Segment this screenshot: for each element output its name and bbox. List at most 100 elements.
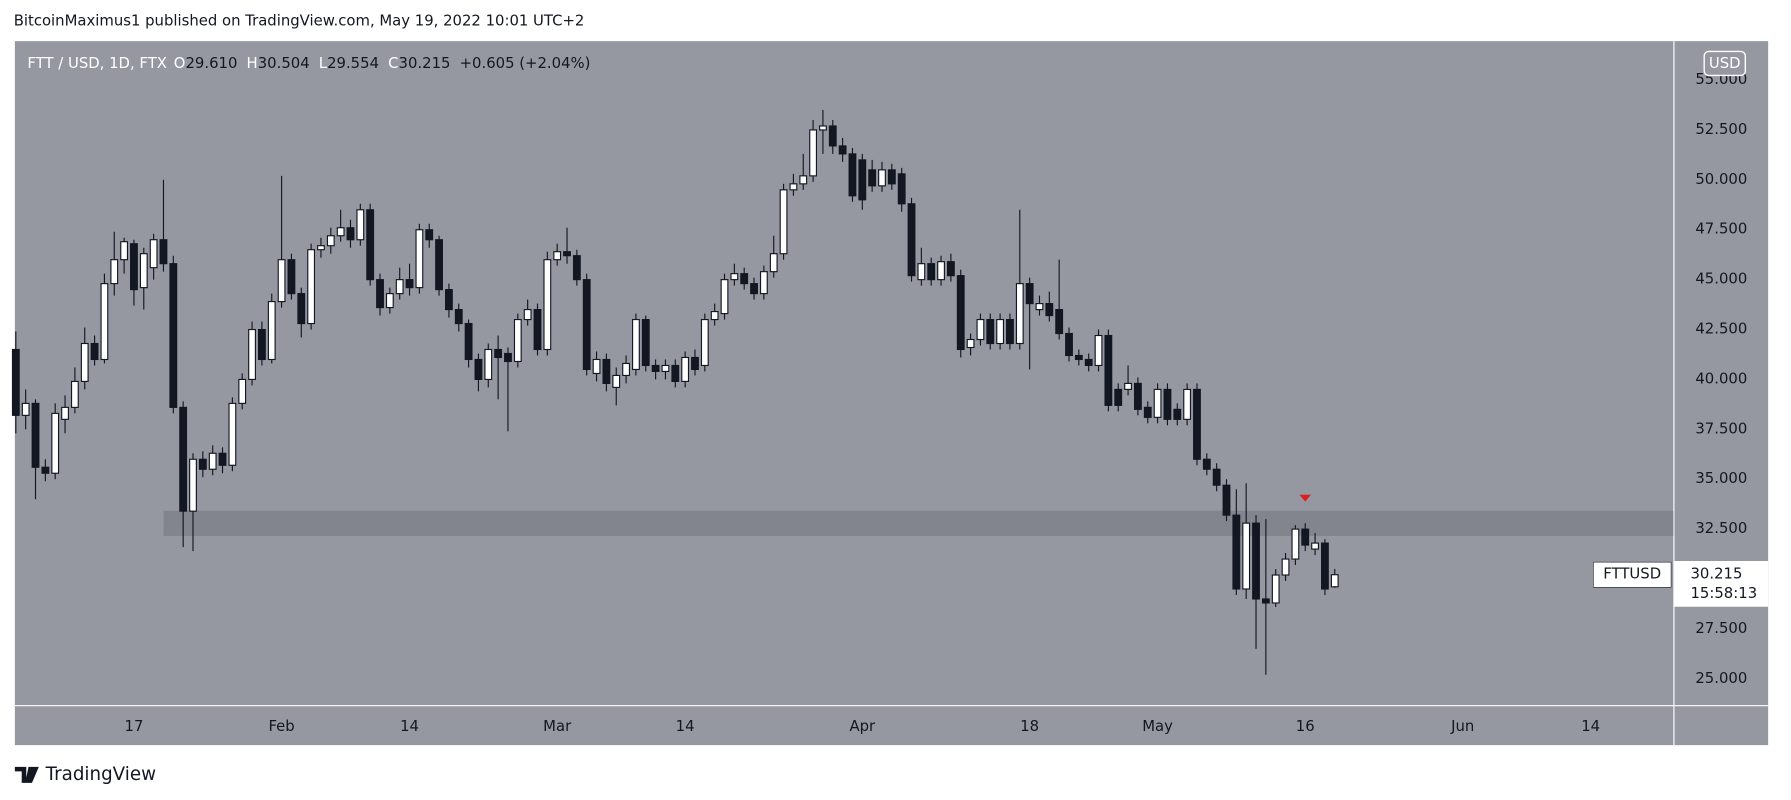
candle-body	[405, 279, 414, 289]
x-tick-label: Mar	[543, 717, 572, 735]
legend: FTT / USD, 1D, FTX O 29.610 H 30.504 L 29.554 C…	[27, 54, 590, 72]
candle-body	[307, 249, 316, 325]
footer-brand: TradingView	[45, 764, 156, 785]
candle-body	[533, 309, 542, 351]
candle-body	[1311, 542, 1319, 550]
x-tick-label: May	[1142, 717, 1173, 735]
candle-body	[1035, 303, 1044, 311]
candle-body	[553, 251, 562, 261]
x-tick-label: 14	[1581, 717, 1600, 735]
candle-body	[878, 169, 886, 187]
candle-body	[425, 229, 434, 241]
candle-body	[1271, 574, 1280, 604]
y-tick-label: 32.500	[1695, 519, 1747, 537]
candle-body	[464, 322, 473, 361]
candle-body	[1143, 406, 1152, 418]
candle-body	[257, 328, 266, 361]
x-tick-label: 18	[1020, 717, 1039, 735]
candle-body	[1321, 542, 1329, 590]
candle-body	[946, 261, 955, 277]
candle-body	[1291, 528, 1300, 560]
candle-body	[317, 245, 325, 251]
candle-body	[356, 209, 365, 241]
candle-body	[80, 342, 89, 382]
candle-body	[996, 318, 1005, 345]
candle-body	[1242, 522, 1251, 590]
candle-body	[61, 406, 69, 420]
legend-symbol: FTT / USD, 1D, FTX	[27, 54, 167, 72]
candle-body	[563, 251, 571, 257]
legend-change: +0.605 (+2.04%)	[460, 54, 591, 72]
candle-body	[602, 358, 611, 384]
candle-body	[868, 169, 877, 187]
legend-ohlc-value: 29.610	[185, 54, 237, 72]
candle-body	[11, 348, 20, 416]
publisher-line: BitcoinMaximus1 published on TradingView…	[14, 12, 585, 30]
candle-body	[1202, 458, 1211, 470]
y-tick-label: 35.000	[1695, 469, 1747, 487]
candle-body	[1173, 408, 1182, 420]
y-tick-label: 25.000	[1695, 669, 1747, 687]
y-tick-label: 52.500	[1695, 120, 1747, 138]
candle-body	[897, 173, 906, 205]
candle-body	[100, 283, 109, 361]
y-tick-label: 27.500	[1695, 619, 1747, 637]
candle-body	[513, 318, 522, 363]
candle-body	[474, 358, 483, 381]
footer-logo: TradingView	[14, 764, 156, 785]
candle-body	[444, 289, 453, 311]
resistance-zone	[163, 510, 1674, 536]
x-tick-label: Feb	[268, 717, 294, 735]
candle-body	[1015, 283, 1024, 345]
legend-ohlc-label: O	[174, 54, 186, 72]
candle-body	[51, 412, 60, 474]
price-label-box	[1674, 561, 1769, 607]
candle-body	[661, 364, 670, 373]
x-tick-label: Jun	[1450, 717, 1474, 735]
candle-body	[730, 273, 739, 281]
candle-body	[612, 374, 621, 388]
candle-body	[907, 203, 916, 277]
candle-body	[494, 348, 503, 359]
candle-body	[1025, 283, 1034, 305]
candle-body	[287, 259, 296, 295]
candle-body	[1183, 388, 1192, 420]
candle-body	[779, 189, 788, 255]
candle-body	[70, 380, 79, 408]
candle-body	[1055, 309, 1064, 335]
currency-label: USD	[1709, 54, 1741, 72]
candle-body	[927, 263, 936, 281]
candle-body	[31, 402, 40, 468]
y-tick-label: 42.500	[1695, 320, 1747, 338]
y-tick-label: 47.500	[1695, 220, 1747, 238]
candle-body	[277, 259, 286, 303]
candle-body	[484, 348, 493, 381]
candle-body	[376, 279, 384, 309]
symbol-label: FTTUSD	[1603, 565, 1661, 583]
candle-body	[159, 239, 168, 265]
candle-body	[41, 466, 50, 474]
candle-body	[1281, 558, 1290, 576]
candle-body	[208, 452, 217, 470]
signal-marker	[1299, 494, 1311, 502]
price-label: 30.215	[1690, 565, 1742, 583]
candle-body	[1065, 332, 1073, 357]
candle-body	[228, 402, 237, 466]
y-tick-label: 45.000	[1695, 270, 1747, 288]
legend-ohlc-label: C	[388, 54, 398, 72]
candle-body	[346, 227, 355, 241]
candle-body	[1163, 388, 1172, 420]
candle-body	[1193, 388, 1201, 460]
candle-body	[582, 279, 591, 371]
chart-background	[14, 41, 1769, 746]
candle-body	[435, 239, 443, 291]
candle-body	[326, 235, 335, 247]
candle-body	[297, 293, 306, 325]
candle-body	[681, 356, 690, 382]
legend-ohlc-value: 30.215	[399, 54, 451, 72]
candle-body	[139, 253, 148, 289]
candle-body	[809, 129, 818, 177]
plot	[11, 109, 1674, 675]
candle-body	[21, 402, 30, 416]
